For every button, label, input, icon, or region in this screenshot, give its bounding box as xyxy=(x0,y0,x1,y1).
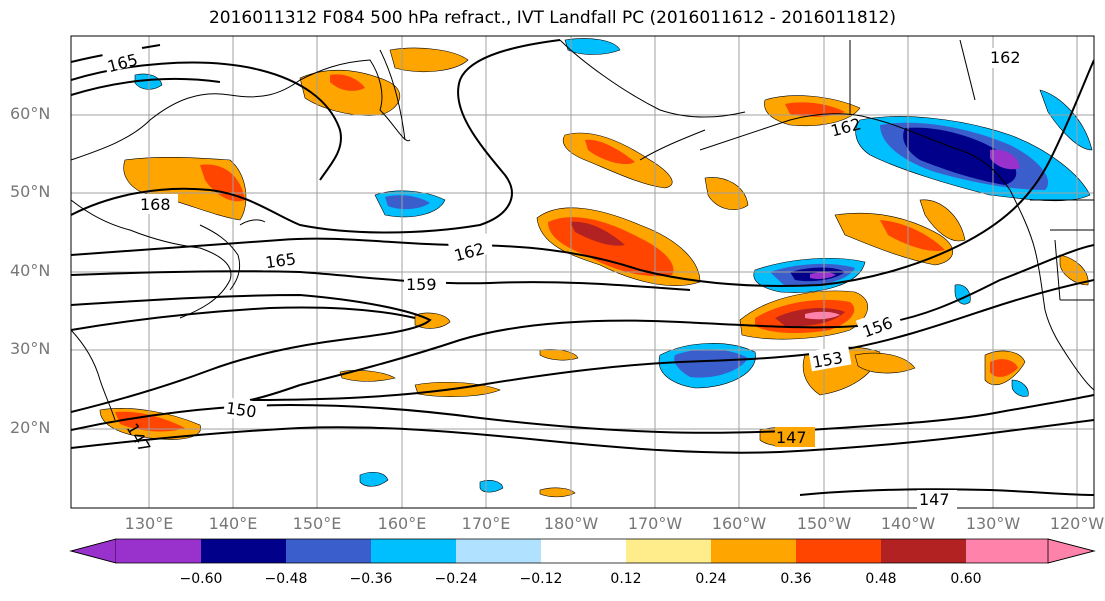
contour-label-162-ne: 162 xyxy=(990,48,1021,67)
contour-label-168: 168 xyxy=(140,195,171,214)
colorbar-tick: −0.60 xyxy=(179,571,223,587)
colorbar-high-extend xyxy=(1047,538,1096,564)
lon-label-120w: 120°W xyxy=(1049,514,1105,533)
colorbar-tick: 0.24 xyxy=(695,571,727,587)
colorbar xyxy=(69,538,1096,564)
colorbar-low-extend xyxy=(69,538,117,564)
lat-label-60n: 60°N xyxy=(10,104,51,123)
lon-label-130w: 130°W xyxy=(965,514,1021,533)
lon-label-140w: 140°W xyxy=(880,514,936,533)
colorbar-tick: −0.12 xyxy=(519,571,563,587)
lat-label-40n: 40°N xyxy=(10,261,51,280)
contour-label-147-se: 147 xyxy=(919,490,950,509)
map-title: 2016011312 F084 500 hPa refract., IVT La… xyxy=(208,8,896,28)
lon-label-160e: 160°E xyxy=(377,514,427,533)
colorbar-tick: 0.60 xyxy=(950,571,982,587)
colorbar-tick: −0.24 xyxy=(434,571,478,587)
lat-label-30n: 30°N xyxy=(10,339,51,358)
colorbar-tick: −0.36 xyxy=(349,571,393,587)
lat-label-20n: 20°N xyxy=(10,418,51,437)
lon-label-150w: 150°W xyxy=(796,514,852,533)
colorbar-tick: −0.48 xyxy=(264,571,308,587)
contours xyxy=(71,39,1094,496)
colorbar-tick: 0.36 xyxy=(780,571,812,587)
lon-label-140e: 140°E xyxy=(208,514,258,533)
lon-label-180w: 180°W xyxy=(543,514,599,533)
colorbar-tick: 0.12 xyxy=(610,571,642,587)
contour-label-147-mid: 147 xyxy=(776,428,807,447)
lat-label-50n: 50°N xyxy=(10,182,51,201)
colorbar-tick: 0.48 xyxy=(865,571,897,587)
lon-label-130e: 130°E xyxy=(124,514,174,533)
lon-label-170w: 170°W xyxy=(627,514,683,533)
lon-label-170e: 170°E xyxy=(461,514,511,533)
map-plot-area xyxy=(71,36,1094,508)
contour-label-165: 165 xyxy=(264,249,297,272)
contour-label-150: 150 xyxy=(225,398,258,421)
lon-label-160w: 160°W xyxy=(711,514,767,533)
lon-label-150e: 150°E xyxy=(292,514,342,533)
contour-label-159: 159 xyxy=(406,275,437,294)
map-frame xyxy=(70,35,1095,509)
contour-labels: 165 168 165 162 159 156 153 150 147 147 … xyxy=(102,43,1028,510)
coastlines xyxy=(71,39,1094,421)
